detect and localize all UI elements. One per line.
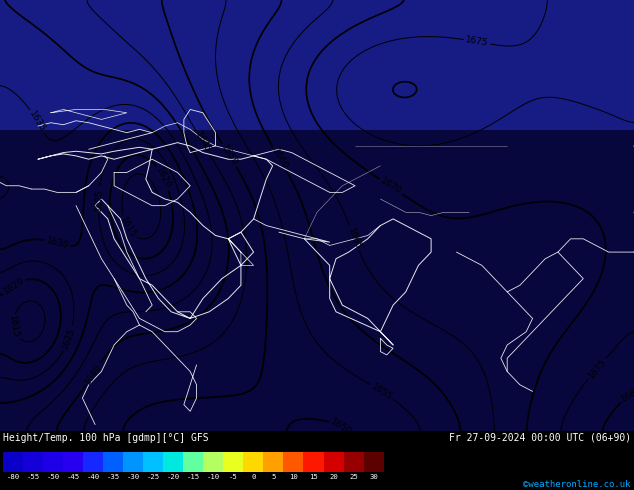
Text: -55: -55 [27, 474, 40, 480]
Text: -80: -80 [6, 474, 20, 480]
Text: Height/Temp. 100 hPa [gdmp][°C] GFS: Height/Temp. 100 hPa [gdmp][°C] GFS [3, 433, 209, 443]
Text: -10: -10 [207, 474, 220, 480]
Text: 1630: 1630 [45, 236, 70, 250]
Text: 5: 5 [271, 474, 276, 480]
Bar [164, 452, 183, 472]
Text: 1655: 1655 [370, 382, 394, 402]
Bar [83, 452, 103, 472]
Text: 1645: 1645 [193, 131, 212, 155]
Text: 1665: 1665 [346, 226, 363, 251]
Text: 1625: 1625 [61, 326, 77, 350]
Text: -20: -20 [167, 474, 180, 480]
Text: Fr 27-09-2024 00:00 UTC (06+90): Fr 27-09-2024 00:00 UTC (06+90) [449, 433, 631, 443]
Text: 1670: 1670 [378, 176, 403, 196]
Text: 1650: 1650 [329, 417, 353, 437]
Text: -45: -45 [67, 474, 80, 480]
Bar [3, 452, 23, 472]
Text: 25: 25 [349, 474, 358, 480]
Text: 15: 15 [309, 474, 318, 480]
Text: 10: 10 [289, 474, 298, 480]
Text: 20: 20 [329, 474, 338, 480]
Text: 1615: 1615 [8, 315, 20, 340]
Bar [323, 452, 344, 472]
Text: ©weatheronline.co.uk: ©weatheronline.co.uk [523, 480, 631, 489]
Bar [143, 452, 164, 472]
Text: 1615: 1615 [118, 215, 138, 240]
Bar [264, 452, 283, 472]
Bar [103, 452, 123, 472]
Text: 1650: 1650 [219, 143, 239, 167]
Bar [23, 452, 43, 472]
Text: 1680: 1680 [619, 385, 634, 404]
Bar [304, 452, 323, 472]
Text: -40: -40 [87, 474, 100, 480]
Text: 1675: 1675 [465, 35, 489, 48]
Text: 1640: 1640 [83, 362, 103, 386]
Text: -30: -30 [127, 474, 140, 480]
Bar [223, 452, 243, 472]
Text: 1620: 1620 [154, 166, 172, 190]
Text: 1660: 1660 [270, 147, 290, 172]
Text: -50: -50 [47, 474, 60, 480]
Bar [43, 452, 63, 472]
Text: 1620: 1620 [2, 276, 26, 296]
Text: -25: -25 [146, 474, 160, 480]
Text: -15: -15 [187, 474, 200, 480]
Bar [243, 452, 264, 472]
Bar [344, 452, 363, 472]
Text: 1675: 1675 [586, 357, 608, 380]
Text: 30: 30 [369, 474, 378, 480]
Text: -5: -5 [229, 474, 238, 480]
Bar [63, 452, 83, 472]
Text: 0: 0 [251, 474, 256, 480]
Bar [123, 452, 143, 472]
Text: 1635: 1635 [27, 109, 47, 133]
Text: -35: -35 [107, 474, 120, 480]
Bar [363, 452, 384, 472]
Bar [283, 452, 304, 472]
Text: 1625: 1625 [94, 188, 103, 211]
Bar [204, 452, 223, 472]
Bar [183, 452, 204, 472]
